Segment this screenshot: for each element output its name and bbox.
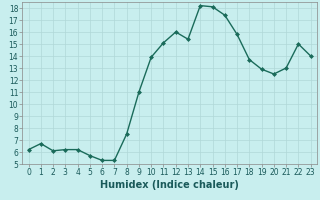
X-axis label: Humidex (Indice chaleur): Humidex (Indice chaleur) xyxy=(100,180,239,190)
